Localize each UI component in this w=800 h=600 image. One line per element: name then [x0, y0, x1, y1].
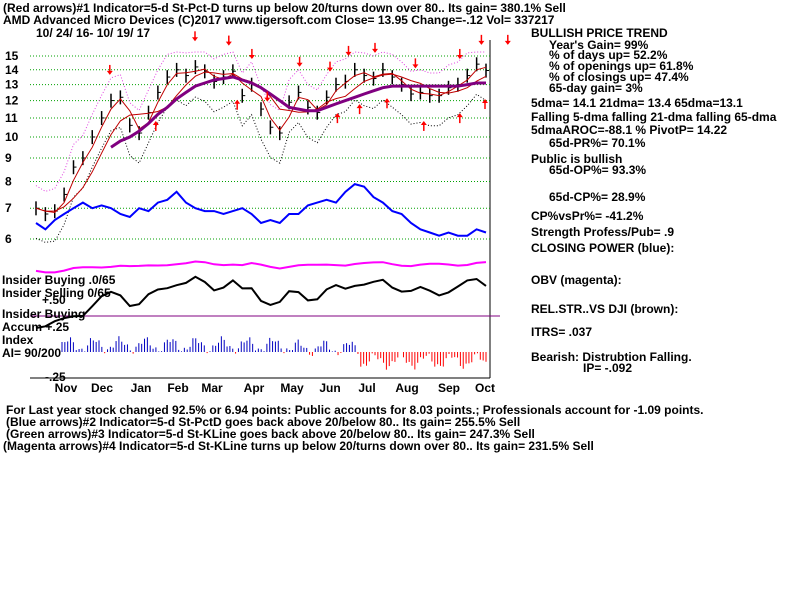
price-tick-label: 12 — [5, 94, 19, 108]
red-up-arrow-head — [482, 99, 488, 104]
header-line-1: (Red arrows)#1 Indicator=5-d St-Pct-D tu… — [3, 1, 566, 15]
price-tick-label: 10 — [5, 130, 19, 144]
insider-buying-label-2: Insider Buying — [2, 307, 85, 321]
month-tick-label: May — [280, 381, 304, 395]
relstr-label: REL.STR..VS DJI (brown): — [531, 302, 679, 316]
price-tick-label: 9 — [5, 151, 12, 165]
month-tick-label: Sep — [438, 381, 460, 395]
month-tick-label: Jul — [358, 381, 375, 395]
header-line-3: 10/ 24/ 16- 10/ 19/ 17 — [36, 26, 150, 40]
moving-averages — [35, 66, 487, 214]
closing-power-path — [35, 183, 487, 237]
relstr-line — [35, 275, 487, 329]
falling-dmas: Falling 5-dma falling 21-dma falling 65-… — [531, 110, 777, 124]
insider-selling-label: Insider Selling 0/65 — [2, 286, 111, 300]
footer-line-1: For Last year stock changed 92.5% or 6.9… — [6, 403, 704, 417]
ma5-line — [35, 66, 487, 214]
red-down-arrow-head — [372, 48, 378, 53]
ip-label: IP= -.092 — [583, 361, 633, 375]
obv-label: OBV (magenta): — [531, 273, 622, 287]
red-down-arrow-head — [478, 40, 485, 45]
month-tick-label: Jun — [319, 381, 340, 395]
month-tick-label: Jan — [131, 381, 152, 395]
month-tick-label: Feb — [167, 381, 188, 395]
header-line-2: AMD Advanced Micro Devices (C)2017 www.t… — [3, 13, 555, 27]
month-tick-labels: Nov Dec Jan Feb Mar Apr May Jun Jul Aug Sep Oct — [55, 381, 495, 395]
footer-line-2: (Blue arrows)#2 Indicator=5-d St-PctD go… — [6, 415, 520, 429]
obv-line — [35, 260, 487, 274]
month-tick-label: Aug — [395, 381, 418, 395]
month-tick-label: Dec — [91, 381, 113, 395]
red-down-arrow-head — [192, 37, 198, 42]
upper-band — [35, 51, 486, 192]
signal-arrows — [106, 31, 511, 131]
dma-values: 5dma= 14.1 21dma= 13.4 65dma=13.1 — [531, 96, 743, 110]
red-up-arrow-head — [234, 99, 241, 104]
itrs-label: ITRS= .037 — [531, 325, 593, 339]
month-tick-label: Apr — [244, 381, 265, 395]
price-bars — [35, 57, 489, 222]
aroc-pivot: 5dmaAROC=-88.1 % PivotP= 14.22 — [531, 123, 728, 137]
month-tick-label: Nov — [55, 381, 78, 395]
red-down-arrow-head — [504, 40, 511, 45]
red-up-arrow-head — [456, 113, 463, 118]
red-down-arrow-head — [225, 41, 232, 46]
openings-up: % of openings up= 61.8% — [549, 59, 694, 73]
pr65: 65d-PR%= 70.1% — [549, 136, 646, 150]
insider-buying-label: Insider Buying .0/65 — [2, 273, 116, 287]
red-down-arrow-head — [345, 51, 352, 56]
accum-label: Accum +.25 — [2, 320, 69, 334]
trend-label: BULLISH PRICE TREND — [531, 26, 668, 40]
month-tick-label: Oct — [475, 381, 495, 395]
price-bands — [35, 51, 487, 243]
days-up: % of days up= 52.2% — [549, 48, 668, 62]
red-down-arrow-head — [456, 54, 463, 59]
bearish-label: Bearish: Distrubtion Falling. — [531, 350, 692, 364]
years-gain: Year's Gain= 99% — [549, 38, 649, 52]
cp65: 65d-CP%= 28.9% — [549, 190, 646, 204]
red-up-arrow-head — [420, 120, 427, 125]
price-tick-label: 13 — [5, 78, 19, 92]
red-down-arrow-head — [412, 64, 419, 69]
ma21-line — [35, 71, 487, 212]
ai-label: AI= 90/200 — [2, 346, 61, 360]
month-tick-label: Mar — [201, 381, 223, 395]
gain-65d: 65-day gain= 3% — [549, 81, 643, 95]
public-bullish: Public is bullish — [531, 152, 623, 166]
price-tick-label: 6 — [5, 232, 12, 246]
red-down-arrow-head — [248, 54, 255, 59]
price-tick-label: 8 — [5, 175, 12, 189]
red-up-arrow-head — [356, 104, 363, 109]
op65: 65d-OP%= 93.3% — [549, 163, 647, 177]
footer-line-4: (Magenta arrows)#4 Indicator=5-d St-KLin… — [3, 439, 594, 453]
plus-50-label: +.50 — [42, 293, 66, 307]
ma65-line — [110, 75, 486, 149]
closings-up: % of closings up= 47.4% — [549, 70, 689, 84]
red-up-arrow-head — [334, 113, 341, 118]
minus-25-label: -.25 — [45, 370, 66, 384]
cp-vs-pr: CP%vsPr%= -41.2% — [531, 209, 644, 223]
red-up-arrow-head — [384, 98, 390, 103]
footer-line-3: (Green arrows)#3 Indicator=5-d St-KLine … — [6, 427, 535, 441]
lower-band — [35, 93, 487, 243]
relstr-path — [35, 275, 487, 329]
red-down-arrow-head — [264, 97, 271, 102]
price-tick-label: 14 — [5, 63, 19, 77]
red-up-arrow-head — [152, 120, 159, 125]
red-down-arrow-head — [106, 70, 113, 75]
strength: Strength Profess/Pub= .9 — [531, 225, 675, 239]
obv-path — [35, 260, 487, 274]
accum-index-histogram — [61, 336, 487, 370]
closing-power-line — [35, 183, 487, 237]
price-tick-label: 15 — [5, 49, 19, 63]
price-tick-label: 11 — [5, 111, 18, 125]
red-down-arrow-head — [327, 67, 333, 72]
price-tick-label: 7 — [5, 201, 12, 215]
index-label: Index — [2, 333, 34, 347]
red-down-arrow-head — [296, 62, 303, 67]
closing-power-label: CLOSING POWER (blue): — [531, 241, 675, 255]
